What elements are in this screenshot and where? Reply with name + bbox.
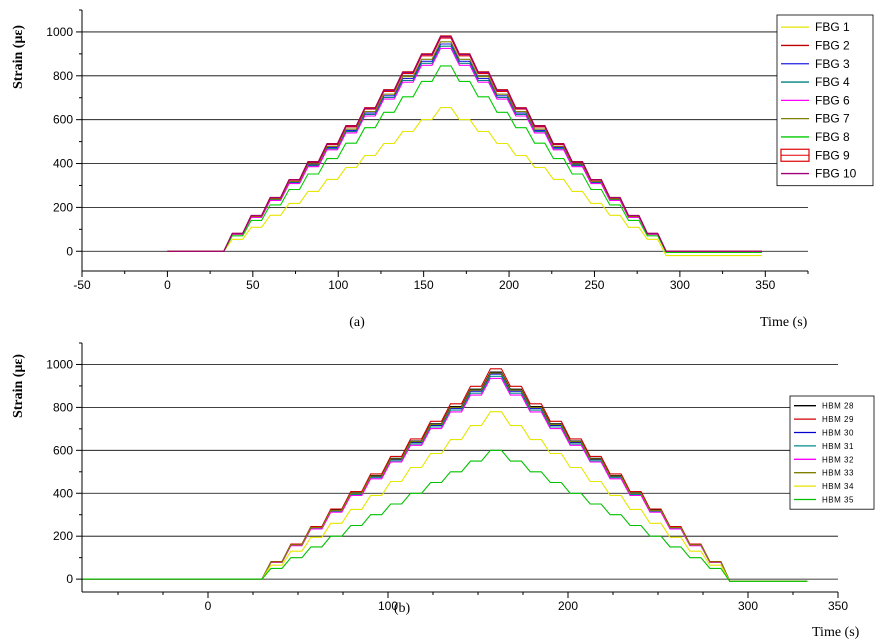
legend: FBG 1 FBG 2 FBG 3 FBG 4 FBG 6 FBG 7 FBG 8 FBG 9… bbox=[776, 14, 874, 187]
y-tick-label: 800 bbox=[53, 69, 73, 83]
chart-panel-a: -50 0 50 100 150 200 250 300 350 0 200 400 600 800 10… bbox=[11, 9, 874, 330]
legend-label: FBG 4 bbox=[815, 75, 850, 89]
y-tick-label: 0 bbox=[66, 572, 73, 586]
y-tick-label: 0 bbox=[66, 244, 73, 258]
series-line-hbm-30 bbox=[82, 373, 808, 582]
x-tick-label: 100 bbox=[328, 278, 348, 292]
legend-label: FBG 7 bbox=[815, 112, 850, 126]
legend-label: FBG 1 bbox=[815, 20, 850, 34]
x-axis-label: Time (s) bbox=[812, 625, 860, 640]
series-line-fbg-6 bbox=[167, 47, 762, 252]
y-tick-label: 1000 bbox=[46, 357, 73, 371]
series-line-fbg-9 bbox=[167, 37, 762, 252]
x-tick-labels: 0 100 200 300 350 bbox=[205, 599, 849, 613]
x-tick-label: 150 bbox=[414, 278, 434, 292]
y-tick-label: 600 bbox=[53, 113, 73, 127]
legend-box bbox=[789, 395, 875, 510]
series-line-hbm-32 bbox=[82, 377, 808, 582]
y-tick-labels: 0 200 400 600 800 1000 bbox=[46, 357, 73, 586]
legend: HBM 28 HBM 29 HBM 30 HBM 31 HBM 32 HBM 33 HBM … bbox=[789, 395, 875, 510]
series-line-fbg-1 bbox=[167, 107, 762, 257]
y-tick-label: 1000 bbox=[46, 25, 73, 39]
legend-label: HBM 33 bbox=[822, 469, 854, 478]
series-line-hbm-35 bbox=[82, 449, 808, 582]
x-tick-label: 300 bbox=[738, 599, 758, 613]
x-tick-label: 300 bbox=[670, 278, 690, 292]
axes bbox=[76, 342, 839, 598]
legend-label: HBM 35 bbox=[822, 496, 854, 505]
panel-label-b: (b) bbox=[394, 601, 411, 616]
legend-label: FBG 3 bbox=[815, 57, 850, 71]
legend-label: FBG 10 bbox=[815, 167, 857, 181]
series-line-hbm-33 bbox=[82, 372, 808, 582]
y-axis-label: Strain (με) bbox=[11, 25, 26, 89]
series-line-fbg-2 bbox=[167, 35, 762, 252]
y-tick-label: 600 bbox=[53, 443, 73, 457]
x-tick-label: 250 bbox=[584, 278, 604, 292]
x-tick-label: 100 bbox=[378, 599, 398, 613]
y-tick-label: 800 bbox=[53, 400, 73, 414]
legend-label: HBM 28 bbox=[822, 402, 854, 411]
x-tick-label: 350 bbox=[755, 278, 775, 292]
y-tick-labels: 0 200 400 600 800 1000 bbox=[46, 25, 73, 258]
grid-lines bbox=[82, 31, 808, 252]
legend-label: HBM 30 bbox=[822, 429, 854, 438]
y-tick-label: 400 bbox=[53, 486, 73, 500]
x-tick-label: -50 bbox=[73, 278, 91, 292]
series-line-hbm-28 bbox=[82, 371, 808, 582]
series-line-fbg-8 bbox=[167, 65, 762, 253]
legend-label: FBG 6 bbox=[815, 93, 850, 107]
x-tick-label: 0 bbox=[164, 278, 171, 292]
legend-label: FBG 2 bbox=[815, 38, 850, 52]
y-tick-label: 200 bbox=[53, 200, 73, 214]
y-tick-label: 200 bbox=[53, 529, 73, 543]
series-line-hbm-34 bbox=[82, 411, 808, 582]
x-axis-label: Time (s) bbox=[760, 315, 808, 330]
axes bbox=[76, 9, 809, 277]
x-tick-labels: -50 0 50 100 150 200 250 300 350 bbox=[73, 278, 775, 292]
legend-label: HBM 34 bbox=[822, 482, 854, 491]
series-line-hbm-29 bbox=[82, 368, 808, 582]
legend-label: FBG 8 bbox=[815, 130, 850, 144]
legend-label: HBM 32 bbox=[822, 455, 854, 464]
x-tick-label: 200 bbox=[499, 278, 519, 292]
legend-label: HBM 29 bbox=[822, 415, 854, 424]
x-tick-label: 0 bbox=[205, 599, 212, 613]
x-tick-label: 200 bbox=[558, 599, 578, 613]
legend-label: HBM 31 bbox=[822, 442, 854, 451]
legend-label: FBG 9 bbox=[815, 148, 850, 162]
x-tick-label: 350 bbox=[828, 599, 848, 613]
x-tick-label: 50 bbox=[246, 278, 260, 292]
series-line-fbg-10 bbox=[167, 36, 762, 252]
chart-panel-b: 0 100 200 300 350 0 200 400 600 800 1000 Strain (… bbox=[11, 342, 875, 640]
series-lines bbox=[82, 368, 808, 582]
panel-label-a: (a) bbox=[349, 315, 365, 330]
y-tick-label: 400 bbox=[53, 157, 73, 171]
y-axis-label: Strain (με) bbox=[11, 354, 26, 418]
series-lines bbox=[167, 35, 762, 257]
